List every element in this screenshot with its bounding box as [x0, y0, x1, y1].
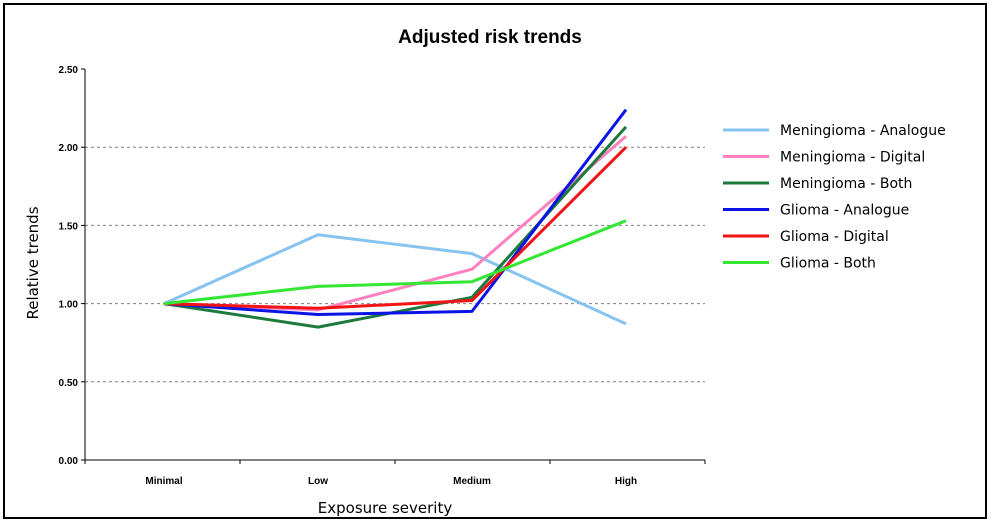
x-tick-label: Medium	[453, 476, 491, 487]
series-line	[163, 233, 627, 326]
chart-frame	[3, 3, 987, 519]
chart-title: Adjusted risk trends	[398, 27, 582, 48]
series-line	[163, 108, 628, 316]
y-tick-label: 2.00	[59, 143, 79, 154]
legend-label: Meningioma - Analogue	[780, 123, 946, 139]
legend-label: Meningioma - Digital	[780, 150, 925, 166]
y-tick-label: 2.50	[59, 65, 79, 76]
y-tick-label: 1.00	[59, 300, 79, 311]
y-tick-label: 0.50	[59, 378, 79, 389]
legend-label: Glioma - Both	[780, 256, 876, 272]
y-tick-label: 1.50	[59, 221, 79, 232]
y-axis-label: Relative trends	[24, 206, 42, 319]
x-tick-label: High	[615, 476, 637, 487]
series-line	[163, 219, 627, 306]
legend-label: Glioma - Digital	[780, 229, 889, 245]
legend-label: Meningioma - Both	[780, 176, 912, 192]
legend-label: Glioma - Analogue	[780, 203, 909, 219]
x-tick-label: Low	[308, 476, 328, 487]
y-tick-label: 0.00	[59, 456, 79, 467]
series-line	[163, 146, 628, 310]
x-tick-label: Minimal	[145, 476, 182, 487]
x-axis-label: Exposure severity	[318, 499, 453, 517]
